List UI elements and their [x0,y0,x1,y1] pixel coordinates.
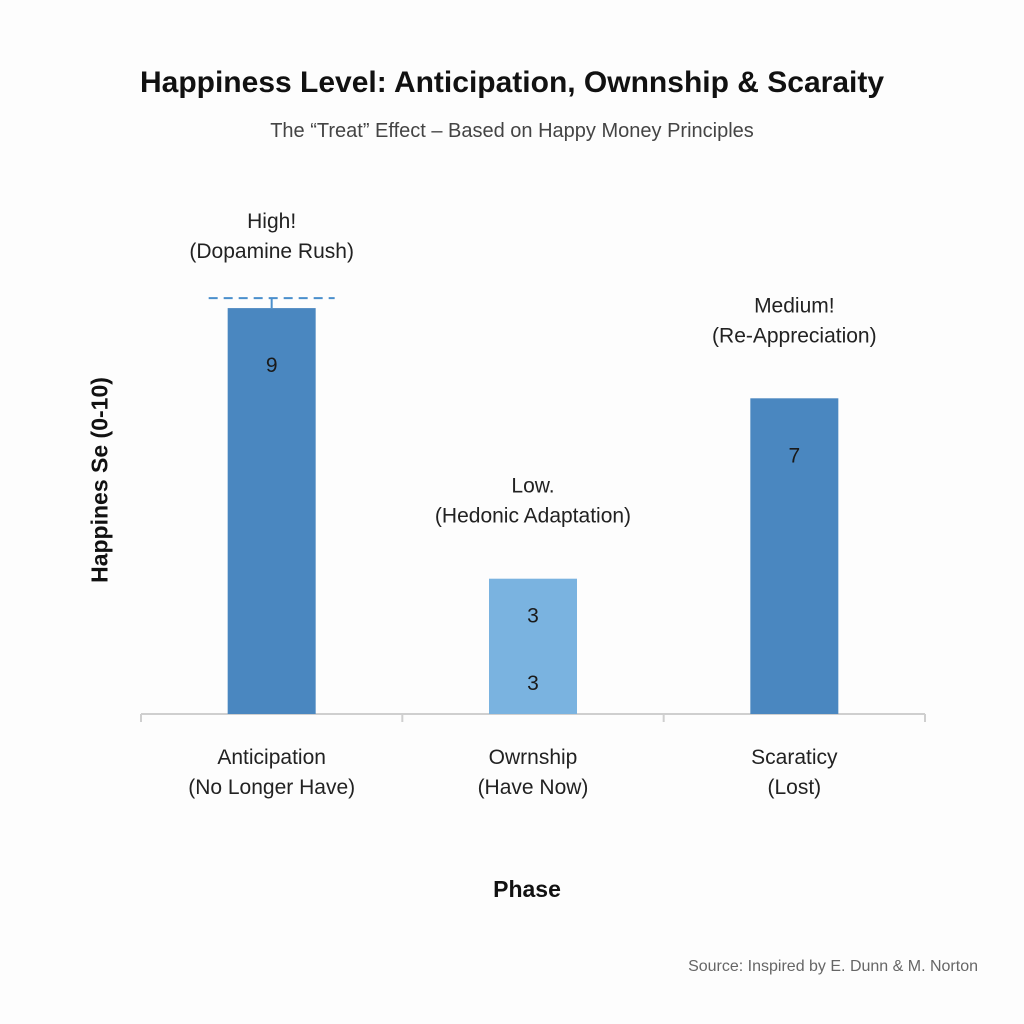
bar [489,578,577,714]
bar-annotation: High! [247,210,296,233]
bar-annotation: (Re-Appreciation) [712,324,877,347]
x-axis-label: Phase [493,876,561,902]
x-tick-label: Anticipation [217,746,326,769]
bar-annotation: Medium! [754,294,835,317]
bar-value-label: 9 [266,354,278,377]
source-note: Source: Inspired by E. Dunn & M. Norton [688,958,978,975]
bar-value-label: 3 [527,672,539,695]
x-tick-label: (Lost) [767,776,821,799]
bar-annotation: Low. [511,475,554,498]
x-tick-label: (Have Now) [478,776,589,799]
bar [750,398,839,714]
bar-value-label: 7 [788,444,800,467]
x-tick-label: Owrnship [489,746,578,769]
bar [227,308,316,714]
bar-annotation: (Dopamine Rush) [189,240,354,263]
x-tick-label: (No Longer Have) [188,776,355,799]
chart-title: Happiness Level: Anticipation, Ownnship … [139,66,885,99]
bar-value-label: 3 [527,605,539,628]
chart-subtitle: The “Treat” Effect – Based on Happy Mone… [270,120,754,142]
x-tick-label: Scaraticy [751,746,838,769]
bar-annotation: (Hedonic Adaptation) [435,505,631,528]
